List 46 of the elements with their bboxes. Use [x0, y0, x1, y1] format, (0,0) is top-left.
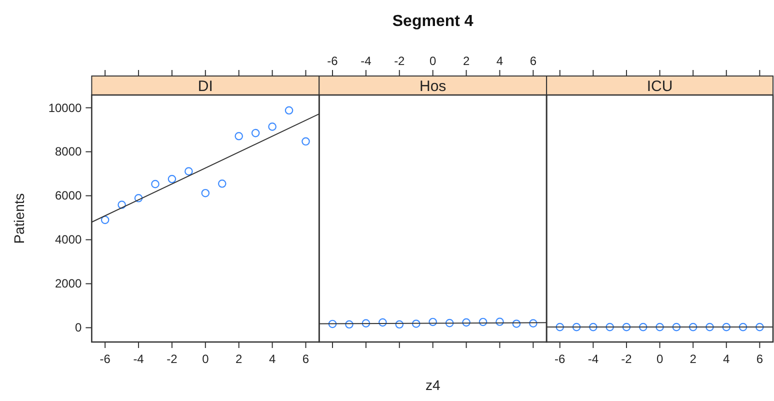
point — [168, 174, 176, 184]
point — [234, 132, 244, 140]
x-tick-label: -2 — [394, 54, 406, 68]
x-tick-label: -4 — [588, 352, 599, 366]
point — [151, 180, 160, 188]
chart-title: DI — [198, 78, 213, 95]
y-tick-label: 8000 — [54, 144, 82, 159]
point — [118, 200, 126, 209]
x-tick-label: 4 — [496, 54, 504, 68]
point — [251, 128, 260, 138]
chart-title: Hos — [420, 78, 446, 95]
x-tick-label: 0 — [430, 54, 437, 68]
x-tick-label: -6 — [327, 54, 338, 68]
x-tick-label: -6 — [554, 352, 566, 366]
x-tick-label: 6 — [302, 352, 310, 366]
y-axis-title: Patients — [11, 193, 27, 244]
point — [134, 194, 143, 202]
y-tick-label: 10000 — [48, 100, 82, 115]
point — [218, 179, 226, 188]
text: Segment 4 — [392, 13, 474, 30]
point — [302, 137, 310, 146]
point — [100, 216, 110, 224]
x-tick-label: -2 — [621, 352, 632, 366]
x-tick-label: 2 — [690, 352, 697, 366]
x-tick-label: -4 — [360, 54, 372, 68]
x-tick-label: -4 — [133, 352, 144, 366]
x-axis-title: z4 — [425, 377, 440, 393]
x-tick-label: 2 — [236, 352, 243, 366]
y-tick-label: 4000 — [54, 232, 82, 247]
y-tick-label: 2000 — [54, 276, 82, 291]
point — [268, 122, 276, 131]
x-tick-label: 4 — [723, 352, 730, 366]
x-tick-label: 0 — [656, 352, 664, 366]
x-tick-label: -2 — [166, 352, 178, 366]
x-tick-label: 2 — [462, 54, 470, 68]
y-tick-label: 0 — [75, 320, 82, 335]
point — [184, 167, 193, 176]
chart-title: ICU — [646, 78, 673, 95]
point — [284, 106, 294, 115]
x-tick-label: 0 — [202, 352, 210, 366]
x-tick-label: 6 — [756, 352, 764, 366]
x-tick-label: 4 — [268, 352, 276, 366]
y-tick-label: 6000 — [54, 188, 82, 203]
x-tick-label: -6 — [100, 352, 111, 366]
x-tick-label: 6 — [530, 54, 537, 68]
point — [201, 188, 210, 198]
